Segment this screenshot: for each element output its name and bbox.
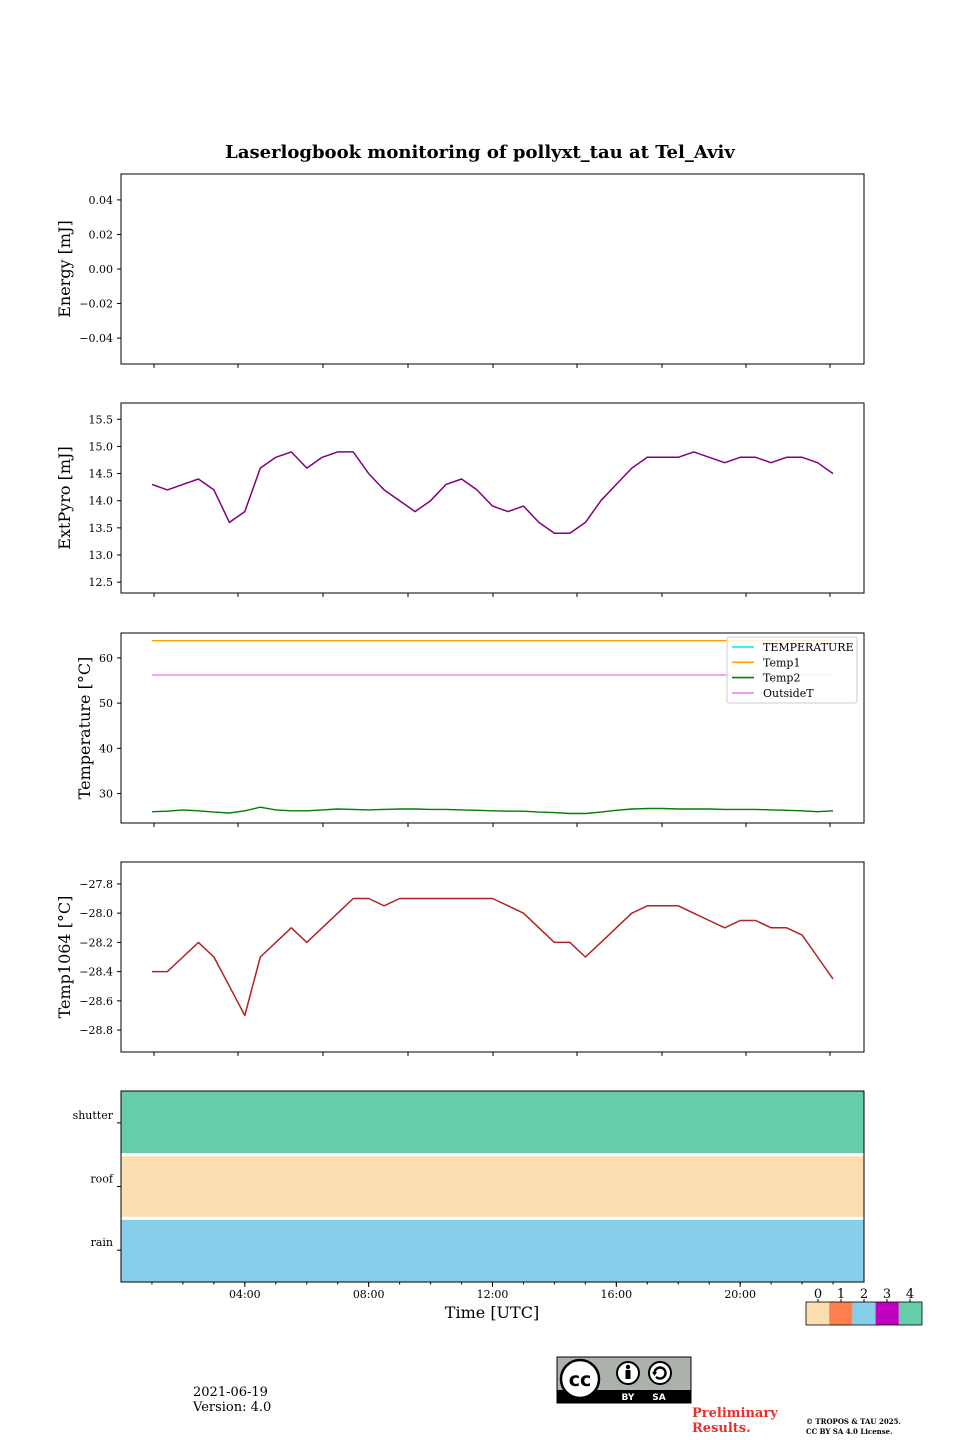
sa-arrow — [653, 1366, 667, 1380]
colorbar-tick-label: 4 — [906, 1287, 914, 1302]
x-tick-label: 12:00 — [477, 1288, 509, 1301]
y-axis-label: Energy [mJ] — [55, 220, 74, 318]
y-tick-label: 13.0 — [89, 549, 114, 562]
x-tick-label: 20:00 — [724, 1288, 756, 1301]
y-tick-label: 14.0 — [89, 495, 114, 508]
copyright-line-2: CC BY SA 4.0 License. — [806, 1427, 893, 1436]
sa-label: SA — [652, 1393, 665, 1403]
y-tick-label: 40 — [99, 742, 113, 755]
cc-by-sa-icon: cc BY SA — [556, 1356, 692, 1404]
colorbar-tick-label: 3 — [883, 1287, 891, 1302]
y-tick-label: 60 — [99, 652, 113, 665]
y-axis-label: Temperature [°C] — [75, 657, 94, 800]
series-line-1 — [151, 451, 834, 535]
axes-background — [121, 403, 864, 593]
preliminary-line-2: Results. — [692, 1421, 751, 1436]
colorbar-cell — [852, 1302, 876, 1325]
chart-title: Laserlogbook monitoring of pollyxt_tau a… — [225, 142, 735, 163]
by-head — [625, 1364, 631, 1370]
y-tick-label: −27.8 — [79, 878, 113, 891]
y-tick-label: −28.2 — [79, 936, 113, 949]
sa-circle — [648, 1361, 672, 1385]
by-label: BY — [622, 1393, 635, 1403]
y-tick-label: 0.00 — [89, 263, 114, 276]
legend-box — [726, 636, 858, 704]
row-label-shutter: shutter — [73, 1109, 114, 1122]
footer-date: 2021-06-19 — [193, 1385, 268, 1400]
sa-arrowhead — [652, 1372, 657, 1376]
row-label-rain: rain — [91, 1236, 113, 1249]
series-group — [151, 451, 834, 535]
row-label-roof: roof — [90, 1173, 114, 1186]
axes-frame — [120, 173, 865, 365]
axes-frame — [120, 632, 865, 824]
x-tick-label: 08:00 — [353, 1288, 385, 1301]
cc-text: cc — [569, 1369, 592, 1391]
y-tick-label: −28.8 — [79, 1024, 113, 1037]
legend-entry: Temp2 — [763, 672, 800, 685]
axes-background — [121, 174, 864, 364]
axes-background — [121, 862, 864, 1052]
panel-3: 60 50 40 30 Temperature [°C] TEMPERATURE Temp1… — [75, 632, 865, 827]
colorbar-cell — [829, 1302, 853, 1325]
by-body — [625, 1370, 631, 1379]
copyright-notice: © TROPOS & TAU 2025. CC BY SA 4.0 Licens… — [806, 1417, 901, 1437]
series-group — [152, 897, 834, 1017]
x-tick-label: 04:00 — [229, 1288, 261, 1301]
y-tick-label: 15.5 — [89, 413, 114, 426]
y-tick-label: −28.6 — [79, 995, 113, 1008]
series-line-1 — [152, 897, 834, 1017]
status-row-shutter — [121, 1091, 864, 1155]
y-tick-label: −28.0 — [79, 907, 113, 920]
preliminary-line-1: Preliminary — [692, 1406, 778, 1421]
colorbar-cell — [806, 1302, 830, 1325]
legend-entry: TEMPERATURE — [763, 641, 854, 654]
y-tick-label: 0.04 — [89, 194, 114, 207]
legend-entry: Temp1 — [763, 656, 800, 669]
axes-frame — [120, 402, 865, 594]
y-tick-label: 12.5 — [89, 576, 114, 589]
y-tick-label: −0.04 — [79, 332, 113, 345]
cc-circle — [559, 1358, 601, 1400]
colorbar-tick-label: 2 — [860, 1287, 868, 1302]
panel-1: 0.04 0.02 0.00 −0.02 −0.04 Energy [mJ] — [55, 173, 865, 368]
preliminary-results-label: Preliminary Results. — [692, 1406, 778, 1436]
y-tick-label: 50 — [99, 697, 113, 710]
x-tick-label: 16:00 — [600, 1288, 632, 1301]
colorbar-tick-label: 0 — [814, 1287, 822, 1302]
copyright-line-1: © TROPOS & TAU 2025. — [806, 1417, 901, 1426]
x-axis-label: Time [UTC] — [445, 1303, 539, 1322]
panel-4: −27.8 −28.0 −28.2 −28.4 −28.6 −28.8 Temp1064 [… — [55, 861, 865, 1056]
colorbar-cell — [898, 1302, 922, 1325]
colorbar-tick-label: 1 — [837, 1287, 845, 1302]
panel-2: 15.5 15.0 14.5 14.0 13.5 13.0 12.5 ExtPyro [mJ] — [55, 402, 865, 597]
colorbar-cell — [875, 1302, 899, 1325]
legend: TEMPERATURE Temp1 Temp2 OutsideT — [726, 636, 858, 704]
status-row-roof — [121, 1154, 864, 1219]
y-tick-label: 14.5 — [89, 468, 114, 481]
series-line-temp2 — [151, 806, 834, 815]
series-group — [151, 640, 834, 815]
footer-version: Version: 4.0 — [193, 1400, 272, 1415]
y-tick-label: 0.02 — [89, 228, 114, 241]
panel-5: shutter roof rain 04:00 08:00 12:00 16:00 20:00… — [73, 1090, 923, 1326]
y-tick-label: 13.5 — [89, 522, 114, 535]
y-tick-label: 15.0 — [89, 440, 114, 453]
y-axis-label: ExtPyro [mJ] — [55, 446, 74, 549]
axes-frame — [120, 861, 865, 1053]
y-tick-label: −28.4 — [79, 966, 113, 979]
status-row-rain — [121, 1218, 864, 1282]
y-tick-label: −0.02 — [79, 298, 113, 311]
y-tick-label: 30 — [99, 788, 113, 801]
legend-entry: OutsideT — [763, 687, 814, 700]
y-axis-label: Temp1064 [°C] — [55, 896, 74, 1019]
